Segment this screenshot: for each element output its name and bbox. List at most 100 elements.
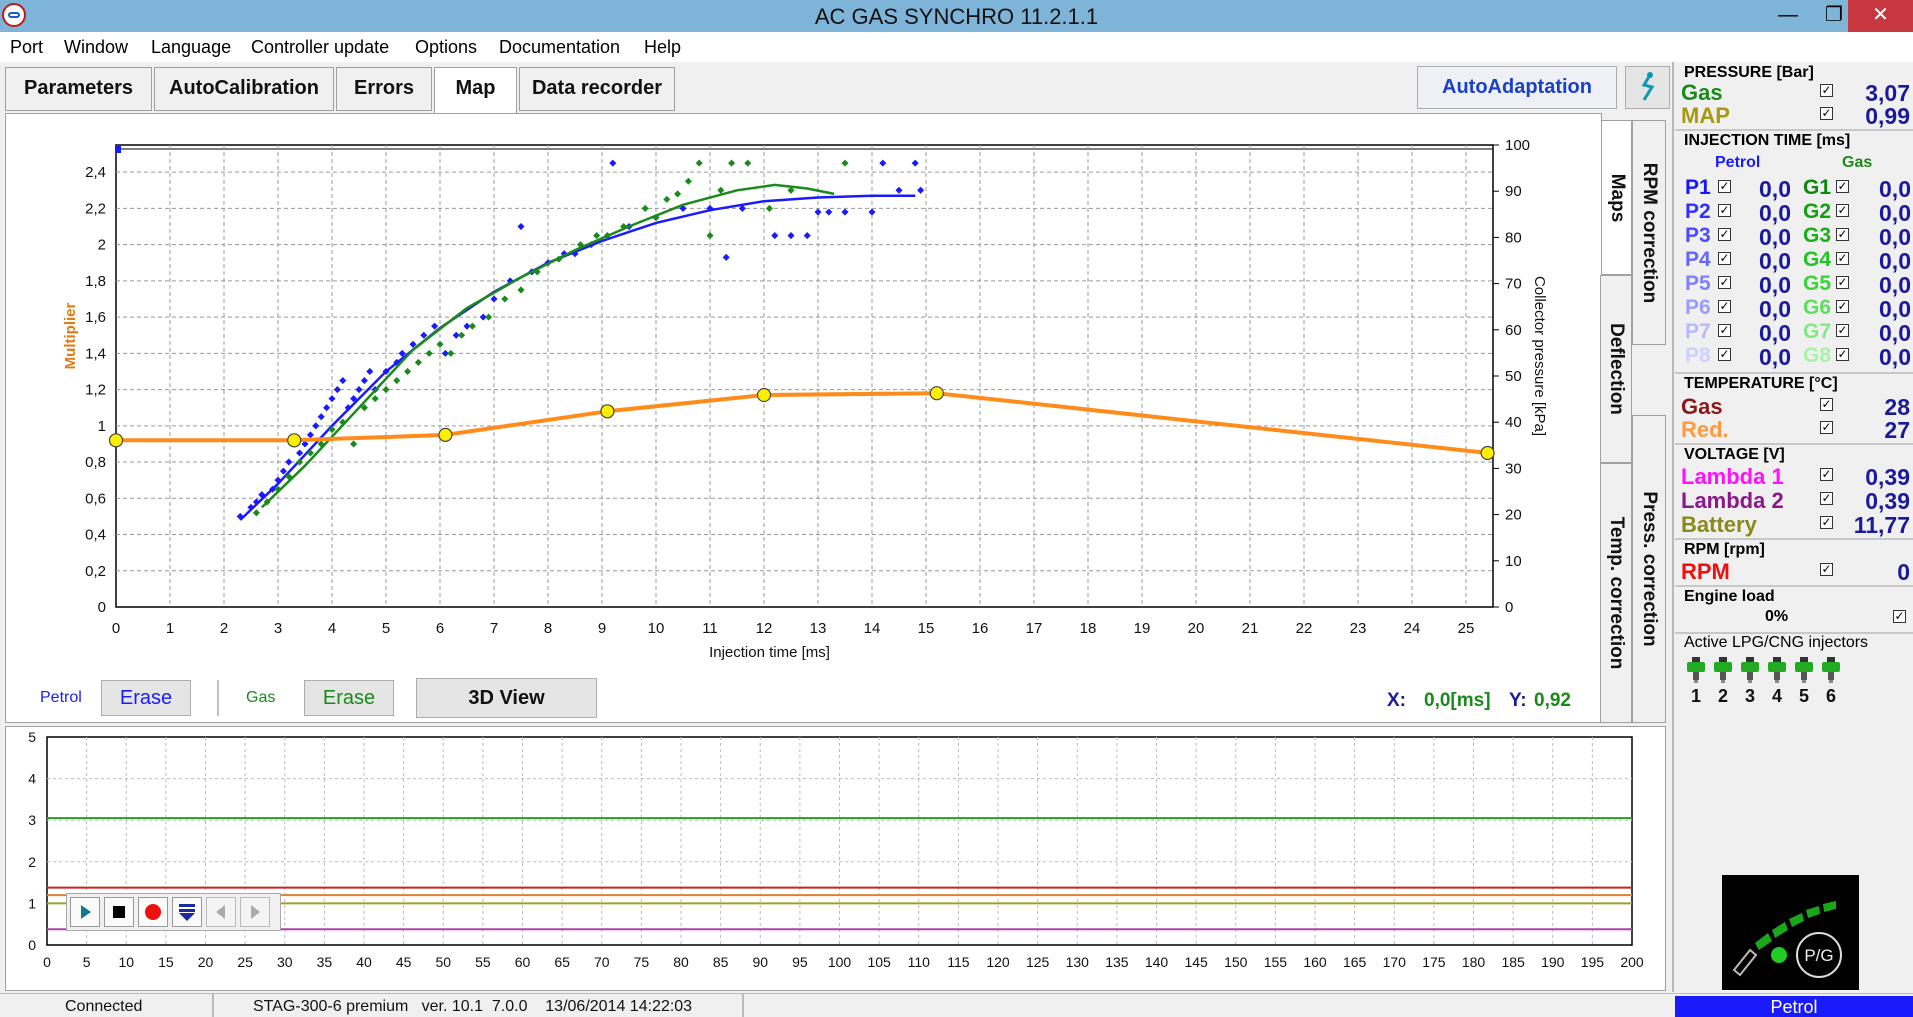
gas-injector-checkbox[interactable]: ✓: [1836, 179, 1849, 193]
gas-injector-checkbox[interactable]: ✓: [1836, 227, 1849, 241]
petrol-injector-checkbox[interactable]: ✓: [1718, 323, 1731, 337]
injection-petrol-column: Petrol: [1715, 154, 1761, 171]
tab-parameters[interactable]: Parameters: [5, 67, 152, 111]
maximize-button[interactable]: ❐: [1825, 4, 1843, 26]
gas-data-point: [425, 349, 433, 357]
voltage-lambda1-checkbox[interactable]: ✓: [1820, 467, 1833, 481]
menu-controller-update[interactable]: Controller update: [251, 37, 390, 57]
separator: [1675, 372, 1913, 374]
close-button[interactable]: ✕: [1848, 0, 1913, 32]
pressure-map-checkbox[interactable]: ✓: [1820, 106, 1833, 120]
gas-injector-checkbox[interactable]: ✓: [1836, 203, 1849, 217]
tab-map[interactable]: Map: [434, 67, 517, 114]
voltage-battery-value: 11,77: [1853, 512, 1910, 538]
side-tab-temp-correction[interactable]: Temp. correction: [1600, 463, 1632, 723]
petrol-injector-checkbox[interactable]: ✓: [1718, 179, 1731, 193]
status-connection: Connected: [65, 998, 143, 1015]
side-tab-maps[interactable]: Maps: [1602, 120, 1632, 275]
active-injectors-header: Active LPG/CNG injectors: [1684, 634, 1869, 651]
gas-injector-checkbox[interactable]: ✓: [1836, 323, 1849, 337]
engine-load-checkbox[interactable]: ✓: [1893, 609, 1906, 623]
map-control-point[interactable]: [108, 433, 124, 448]
map-control-point[interactable]: [287, 433, 302, 448]
cursor-y-value: 0,92: [1534, 690, 1571, 711]
pressure-gas-checkbox[interactable]: ✓: [1820, 83, 1833, 97]
syringe-icon: [1641, 72, 1655, 101]
autoadaptation-button[interactable]: AutoAdaptation: [1417, 66, 1617, 109]
x-tick-label: 25: [1458, 620, 1475, 637]
injector-indicator: 1: [1684, 656, 1708, 708]
petrol-injector-checkbox[interactable]: ✓: [1718, 227, 1731, 241]
petrol-data-point: [738, 204, 746, 212]
y-tick-label: 4: [28, 771, 36, 787]
x-tick-label: 12: [756, 620, 773, 637]
map-control-point[interactable]: [438, 427, 453, 442]
gas-injector-checkbox[interactable]: ✓: [1836, 299, 1849, 313]
menu-documentation[interactable]: Documentation: [499, 37, 621, 57]
voltage-battery-checkbox[interactable]: ✓: [1820, 515, 1833, 529]
app-icon[interactable]: [2, 3, 26, 27]
petrol-data-point: [398, 349, 406, 357]
voltage-lambda2-checkbox[interactable]: ✓: [1820, 491, 1833, 505]
minimize-button[interactable]: —: [1778, 4, 1798, 26]
rpm-checkbox[interactable]: ✓: [1820, 562, 1833, 576]
injector-tool-button[interactable]: [1625, 66, 1670, 109]
tab-autocalibration[interactable]: AutoCalibration: [154, 67, 334, 111]
petrol-data-point: [339, 376, 347, 385]
x-tick-label: 30: [277, 954, 293, 970]
x-tick-label: 5: [83, 954, 91, 970]
side-tab-deflection[interactable]: Deflection: [1600, 275, 1632, 463]
menu-options[interactable]: Options: [415, 37, 478, 57]
petrol-injector-checkbox[interactable]: ✓: [1718, 275, 1731, 289]
injector-number: 4: [1771, 686, 1782, 706]
record-button[interactable]: [138, 897, 168, 927]
recorder-chart[interactable]: 0 5 10 15 20 25 30 35 40 45 50 55 60 65 70 75 80 85 90 95 10…: [0, 726, 1666, 991]
x-tick-label: 115: [947, 954, 970, 970]
petrol-injector-checkbox[interactable]: ✓: [1718, 251, 1731, 265]
tab-errors[interactable]: Errors: [336, 67, 432, 111]
temperature-gas-checkbox[interactable]: ✓: [1820, 397, 1833, 411]
menu-language[interactable]: Language: [151, 37, 232, 57]
map-control-point[interactable]: [929, 386, 944, 401]
gas-injector-label: G2: [1803, 200, 1832, 223]
petrol-injector-checkbox[interactable]: ✓: [1718, 347, 1731, 361]
engine-load-header: Engine load: [1684, 588, 1775, 605]
cursor-y-label: Y:: [1509, 690, 1527, 711]
prev-button[interactable]: [206, 897, 236, 927]
gas-injector-checkbox[interactable]: ✓: [1836, 275, 1849, 289]
x-tick-label: 125: [1026, 954, 1050, 970]
view-3d-button[interactable]: 3D View: [416, 678, 597, 718]
map-control-point[interactable]: [600, 404, 615, 419]
recorder-toolbar: [66, 893, 281, 931]
fuel-switch[interactable]: P/G: [1722, 875, 1859, 990]
stop-button[interactable]: [104, 897, 134, 927]
gas-injector-checkbox[interactable]: ✓: [1836, 251, 1849, 265]
petrol-injector-checkbox[interactable]: ✓: [1718, 203, 1731, 217]
gas-erase-button[interactable]: Erase: [304, 680, 394, 716]
temperature-red-checkbox[interactable]: ✓: [1820, 420, 1833, 434]
petrol-erase-button[interactable]: Erase: [101, 680, 191, 716]
petrol-data-point: [609, 159, 617, 167]
gas-data-point: [593, 232, 601, 240]
petrol-data-point: [879, 159, 887, 167]
petrol-injector-label: P2: [1685, 200, 1711, 223]
map-chart[interactable]: 0 1 2 3 4 5 6 7 8 9 10 11 12 13 14 15 16 17 18 19 20 21 22 23 24…: [0, 113, 1600, 668]
y-axis-label: Multiplier: [62, 303, 79, 370]
tab-data-recorder[interactable]: Data recorder: [519, 67, 675, 111]
y2-tick-label: 20: [1505, 507, 1522, 524]
menu-help[interactable]: Help: [644, 37, 682, 57]
status-divider: [742, 994, 744, 1017]
map-control-point[interactable]: [1480, 445, 1495, 461]
y-tick-label: 1: [98, 418, 106, 435]
menu-port[interactable]: Port: [10, 37, 44, 57]
gas-injector-checkbox[interactable]: ✓: [1836, 347, 1849, 361]
play-button[interactable]: [70, 897, 100, 927]
petrol-injector-checkbox[interactable]: ✓: [1718, 299, 1731, 313]
map-control-point[interactable]: [756, 387, 772, 403]
download-button[interactable]: [172, 897, 202, 927]
x-tick-label: 8: [544, 620, 552, 637]
side-tab-press-correction[interactable]: Press. correction: [1632, 415, 1666, 723]
next-button[interactable]: [240, 897, 270, 927]
side-tab-rpm-correction[interactable]: RPM correction: [1632, 120, 1666, 345]
menu-window[interactable]: Window: [64, 37, 129, 57]
